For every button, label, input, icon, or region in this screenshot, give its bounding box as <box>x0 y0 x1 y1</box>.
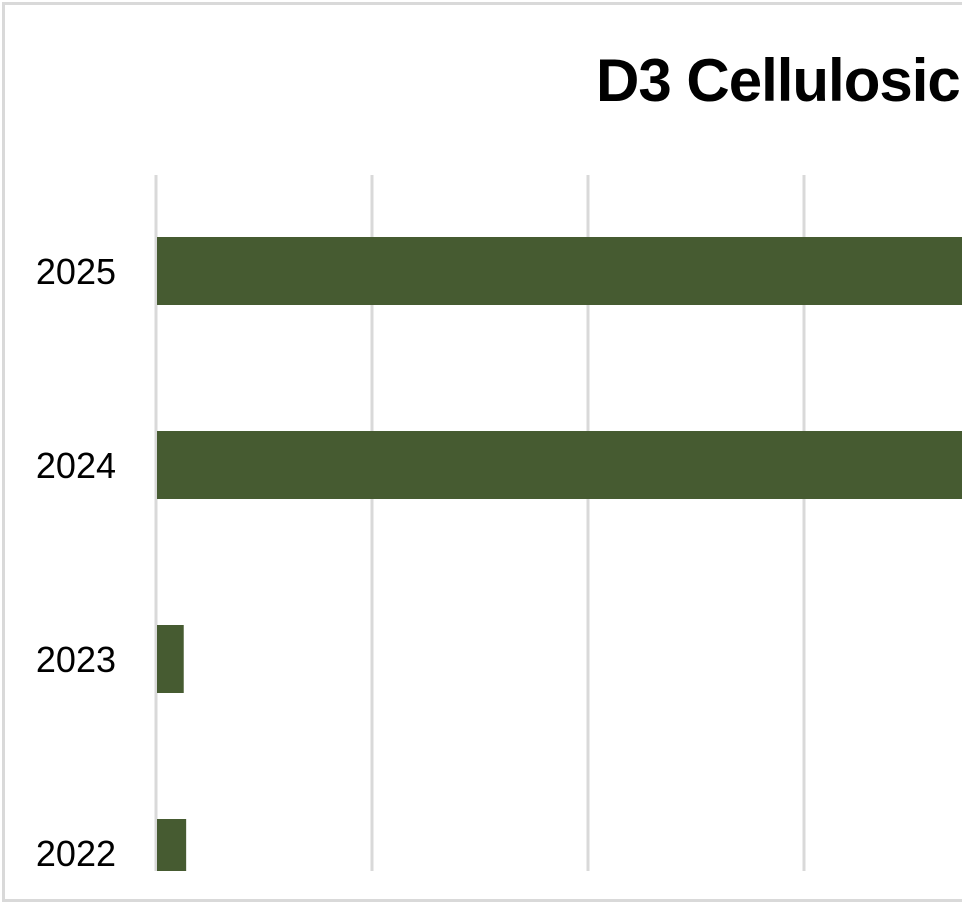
bar-2024 <box>157 431 962 499</box>
tick-label-2024: 2024 <box>36 445 116 486</box>
tick-label-2022: 2022 <box>36 833 116 871</box>
tick-label-2025: 2025 <box>36 251 116 292</box>
bar-2023 <box>157 625 184 693</box>
bar-2025 <box>157 237 962 305</box>
bar-2022 <box>157 819 187 871</box>
tick-label-2023: 2023 <box>36 639 116 680</box>
bars <box>157 237 962 871</box>
category-tick-labels: 2025 2024 2023 2022 <box>36 251 116 871</box>
chart-plot-area: 2025 2024 2023 2022 <box>36 175 962 871</box>
chart-title: D3 Cellulosic <box>596 47 961 114</box>
